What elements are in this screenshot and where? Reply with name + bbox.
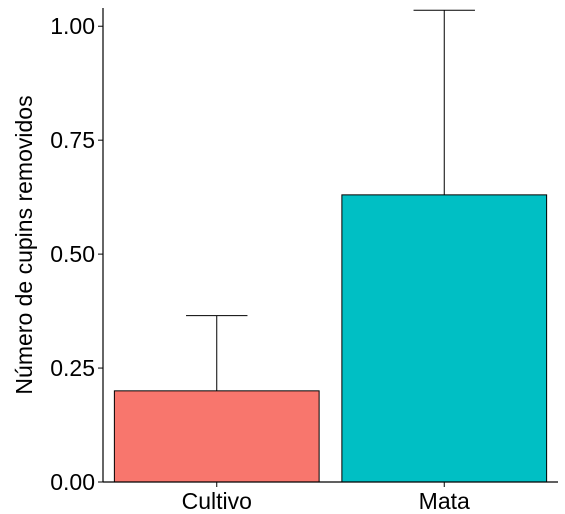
bar-mata: [341, 194, 548, 483]
y-tick-label-3: 0.75: [50, 127, 95, 153]
x-ticks-layer: Cultivo Mata: [182, 482, 470, 514]
axes-layer: [102, 8, 558, 483]
y-tick-label-0: 0.00: [50, 469, 95, 495]
y-tick-label-4: 1.00: [50, 13, 95, 39]
error-bars-layer: [186, 9, 475, 391]
y-tick-label-2: 0.50: [50, 241, 95, 267]
y-tick-label-1: 0.25: [50, 355, 95, 381]
x-tick-label-mata: Mata: [419, 488, 470, 509]
y-ticks-layer: 0.00 0.25 0.50 0.75 1.00: [50, 13, 103, 495]
x-tick-label-cultivo: Cultivo: [182, 488, 252, 509]
bar-cultivo: [113, 390, 320, 483]
bars-layer: [113, 194, 548, 483]
y-axis-title: Número de cupins removidos: [11, 95, 37, 394]
